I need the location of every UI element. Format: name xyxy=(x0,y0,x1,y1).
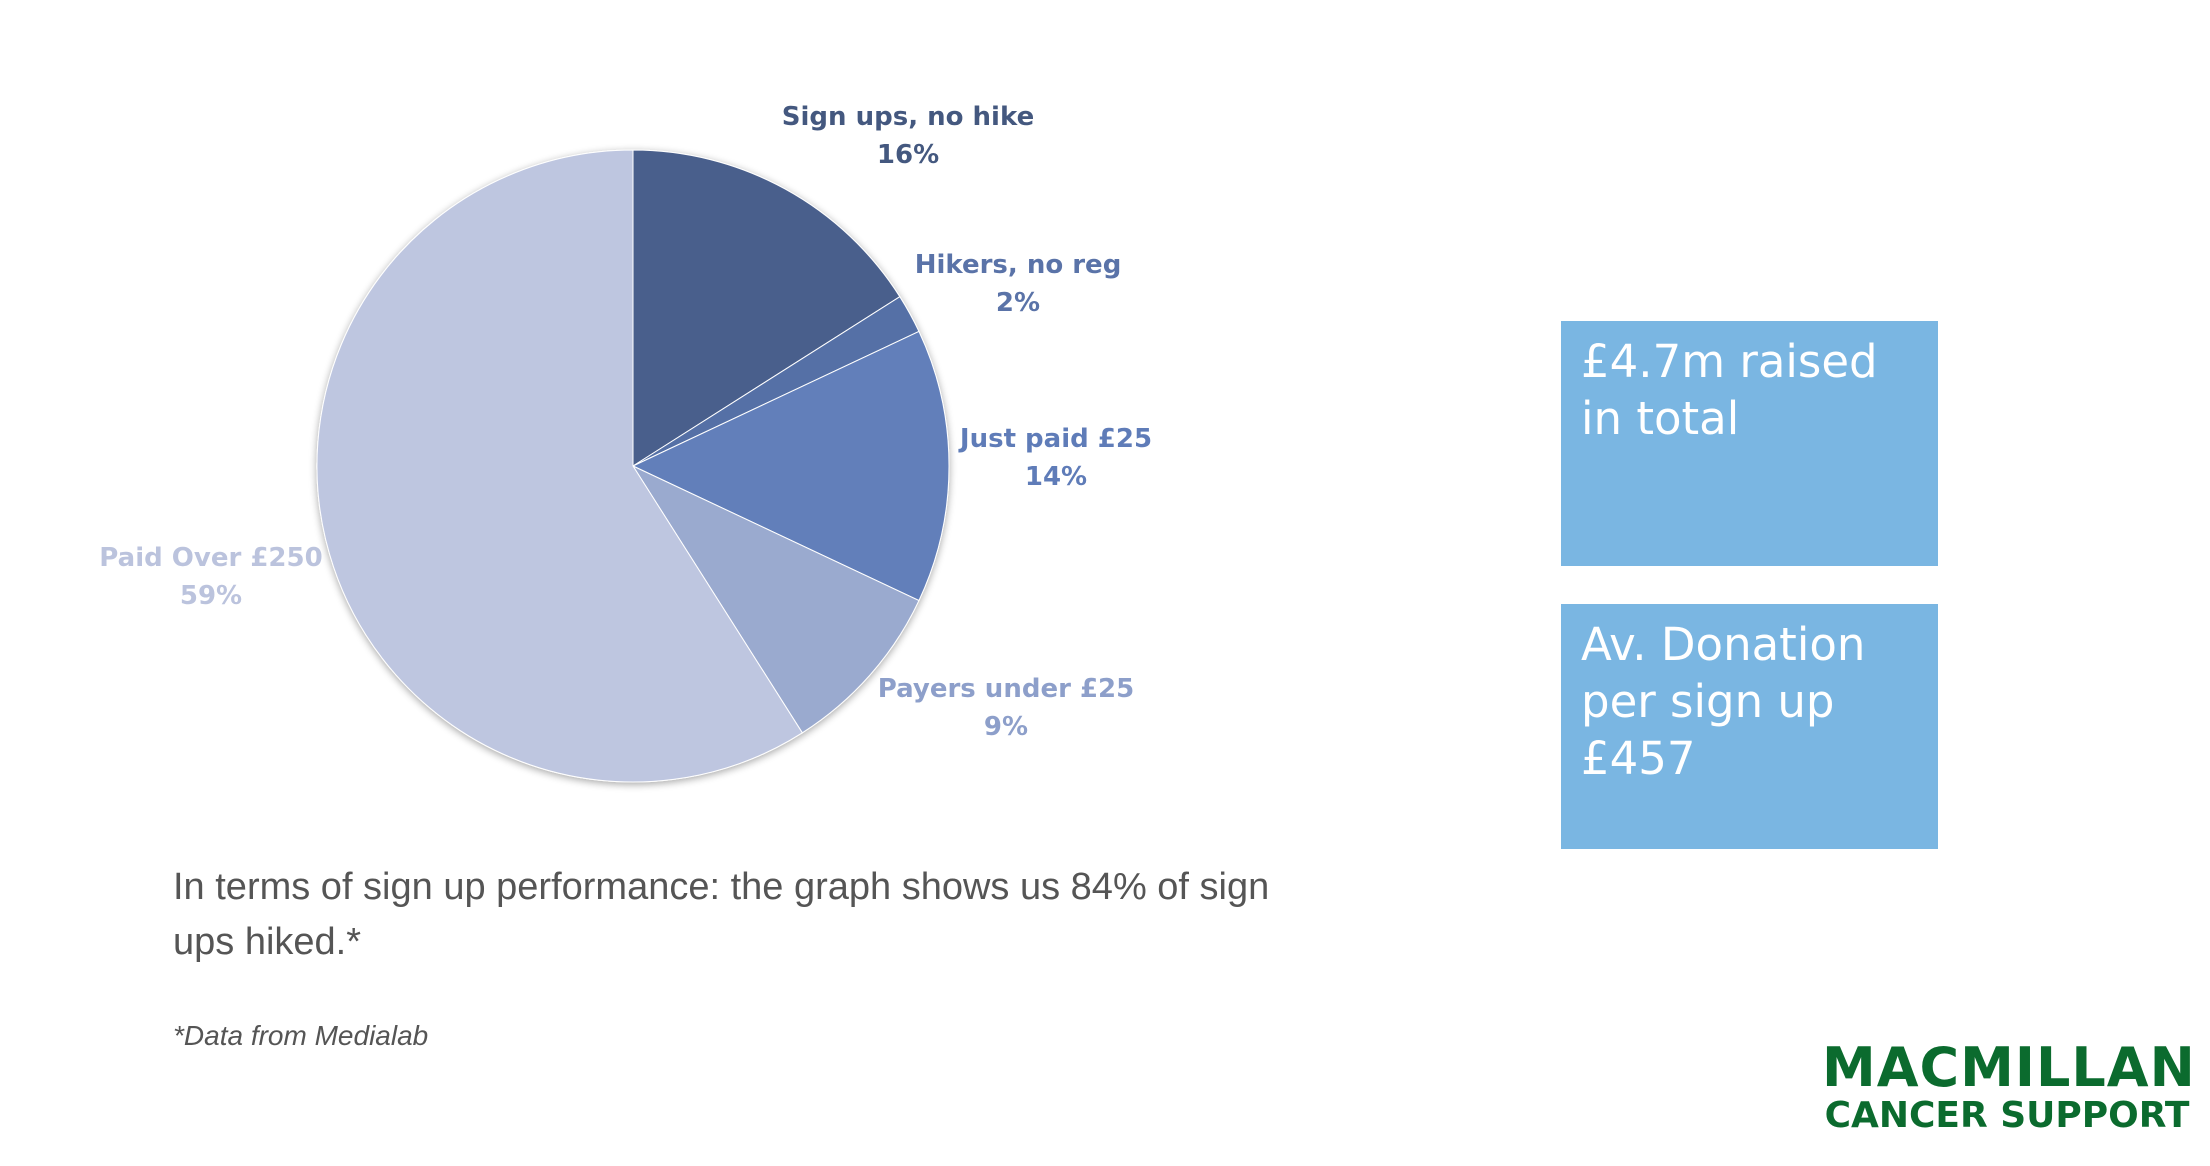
slice-label-name: Hikers, no reg xyxy=(914,250,1122,280)
pie-slice-just-paid-25 xyxy=(631,330,950,602)
slice-label-payers-under-25: Payers under £25 9% xyxy=(878,670,1134,746)
slice-label-name: Sign ups, no hike xyxy=(781,102,1035,132)
footnote-text: *Data from Medialab xyxy=(173,1020,429,1051)
slice-label-pct: 9% xyxy=(983,712,1029,742)
slice-label-hikers-no-reg: Hikers, no reg 2% xyxy=(915,246,1122,322)
slice-label-pct: 16% xyxy=(876,140,940,170)
logo-line-1: MACMILLAN xyxy=(1822,1036,2196,1099)
stat-box-average-donation: Av. Donation per sign up £457 xyxy=(1561,604,1938,849)
slice-label-name: Just paid £25 xyxy=(959,424,1153,454)
slice-label-name: Payers under £25 xyxy=(877,674,1135,704)
stat-box-total-raised: £4.7m raised in total xyxy=(1561,321,1938,566)
macmillan-logo: MACMILLAN CANCER SUPPORT xyxy=(1822,1036,2196,1136)
slice-label-pct: 2% xyxy=(995,288,1041,318)
slice-label-just-paid-25: Just paid £25 14% xyxy=(960,420,1152,496)
logo-line-2: CANCER SUPPORT xyxy=(1824,1095,2190,1136)
slice-label-sign-ups-no-hike: Sign ups, no hike 16% xyxy=(782,98,1034,174)
slice-label-name: Paid Over £250 xyxy=(99,543,323,573)
slice-label-paid-over-250: Paid Over £250 59% xyxy=(99,539,322,615)
pie-slice-sign-ups-no-hike xyxy=(632,149,901,467)
pie-slice-paid-over-250 xyxy=(316,149,804,783)
slice-label-pct: 14% xyxy=(1024,462,1088,492)
caption-text: In terms of sign up performance: the gra… xyxy=(173,866,1270,963)
slice-label-pct: 59% xyxy=(179,581,243,611)
pie-slice-payers-under-25 xyxy=(631,464,920,734)
